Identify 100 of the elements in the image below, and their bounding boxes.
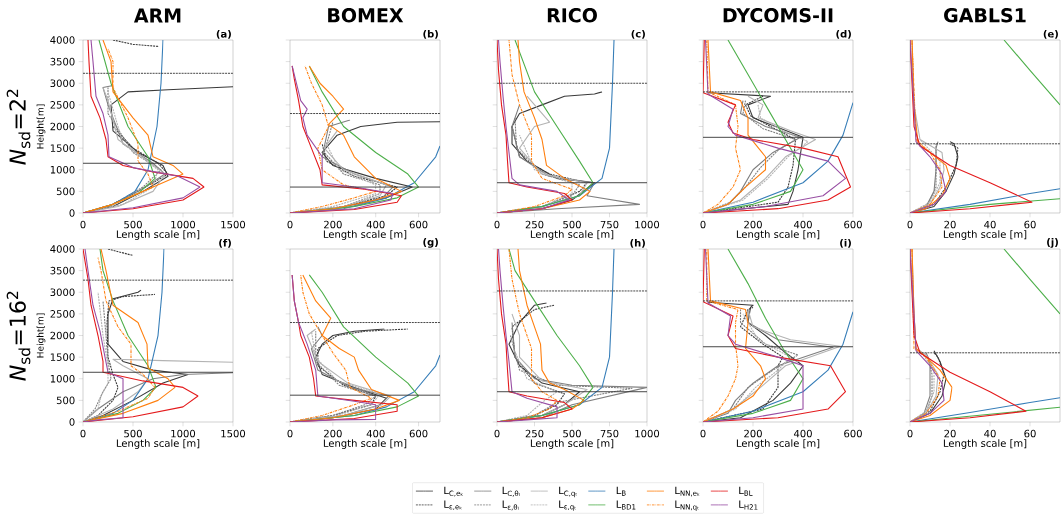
x-tick-label: 250: [525, 429, 544, 438]
x-tick-label: 60: [1024, 429, 1036, 438]
text: N$_{sd}$=16$^{2}$: [6, 291, 31, 381]
chart-title: BOMEX: [328, 8, 404, 23]
x-tick-label: 1500: [221, 220, 246, 229]
y-tick-label: 2500: [50, 310, 75, 318]
text: (b): [423, 29, 438, 39]
x-tick-label: 200: [744, 220, 762, 229]
x-axis-title: Length scale [m]: [943, 439, 1027, 449]
y-tick-label: 3000: [50, 288, 75, 297]
y-tick-label: 500: [56, 187, 75, 196]
text: N$_{sd}$=2$^{2}$: [6, 89, 31, 165]
x-tick-label: 60: [1024, 220, 1036, 229]
y-tick-label: 2000: [50, 331, 75, 340]
y-tick-label: 1000: [50, 374, 75, 383]
y-tick-label: 2500: [50, 101, 75, 109]
y-tick-label: 1500: [50, 144, 75, 152]
legend-label: L$_{ε,qₜ}$: [559, 500, 576, 511]
x-tick-label: 1000: [171, 220, 196, 229]
chart-title: DYCOMS-II: [723, 8, 833, 23]
x-tick-label: 200: [324, 429, 342, 438]
x-tick-label: 40: [984, 429, 996, 438]
text: (i): [840, 238, 851, 248]
x-tick-label: 20: [944, 429, 956, 438]
x-tick-label: 600: [844, 220, 862, 229]
legend-label: L$_{BD1}$: [616, 500, 636, 510]
y-tick-label: 500: [56, 396, 75, 405]
x-tick-label: 750: [600, 220, 619, 229]
x-tick-label: 0: [287, 220, 293, 229]
x-tick-label: 0: [80, 220, 86, 229]
x-tick-label: 0: [907, 220, 913, 229]
x-tick-label: 500: [124, 429, 142, 438]
x-axis-title: Length scale [m]: [323, 439, 407, 449]
x-axis-title: Length scale [m]: [943, 230, 1027, 240]
y-tick-label: 4000: [50, 36, 75, 44]
x-tick-label: 0: [700, 429, 706, 438]
x-axis-title: Length scale [m]: [736, 230, 820, 240]
text: (g): [423, 238, 438, 248]
legend-label: L$_{C,θₗ}$: [502, 486, 520, 497]
x-tick-label: 500: [563, 220, 581, 229]
x-tick-label: 600: [409, 429, 428, 438]
x-tick-label: 500: [563, 429, 581, 438]
text: (e): [1043, 29, 1058, 39]
text: (h): [630, 238, 645, 248]
x-tick-label: 500: [124, 220, 142, 229]
x-tick-label: 1500: [221, 429, 246, 438]
x-tick-label: 200: [744, 429, 762, 438]
x-tick-label: 0: [494, 220, 500, 229]
y-tick-label: 3000: [50, 79, 75, 88]
x-axis-title: Length scale [m]: [530, 439, 614, 449]
x-tick-label: 40: [984, 220, 996, 229]
legend-label: L$_{C,qₜ}$: [559, 486, 577, 498]
legend-label: L$_{B}$: [616, 486, 626, 496]
text: (j): [1047, 238, 1058, 248]
x-tick-label: 250: [525, 220, 544, 229]
text: (d): [836, 29, 851, 39]
x-tick-label: 1000: [635, 429, 660, 438]
x-tick-label: 0: [80, 429, 86, 438]
x-tick-label: 0: [700, 220, 706, 229]
x-tick-label: 400: [366, 220, 385, 229]
text: (c): [631, 29, 645, 39]
x-tick-label: 400: [793, 220, 812, 229]
x-axis-title: Length scale [m]: [116, 230, 200, 240]
x-axis-title: Length scale [m]: [530, 230, 614, 240]
x-tick-label: 600: [844, 429, 862, 438]
x-tick-label: 0: [287, 429, 293, 438]
y-tick-label: 3500: [50, 266, 75, 275]
x-tick-label: 750: [600, 429, 619, 438]
text: (a): [216, 29, 231, 39]
x-tick-label: 1000: [635, 220, 660, 229]
y-tick-label: 1000: [50, 165, 75, 174]
x-tick-label: 200: [324, 220, 342, 229]
chart-title: GABLS1: [944, 8, 1026, 23]
x-axis-title: Length scale [m]: [736, 439, 820, 449]
y-axis-title: Height[m]: [36, 313, 46, 358]
y-tick-label: 1500: [50, 353, 75, 361]
y-axis-title: Height[m]: [36, 104, 46, 149]
y-tick-label: 3500: [50, 57, 75, 66]
y-tick-label: 0: [69, 209, 75, 217]
legend-label: L$_{C,eₖ}$: [444, 486, 463, 497]
chart-title: ARM: [133, 8, 181, 23]
legend-label: L$_{NN,qₜ}$: [675, 500, 699, 511]
legend-label: L$_{ε,eₖ}$: [444, 500, 462, 511]
legend-label: L$_{NN,eₖ}$: [675, 486, 700, 497]
legend-label: L$_{BL}$: [739, 486, 753, 496]
legend-label: L$_{H21}$: [739, 500, 758, 510]
x-tick-label: 1000: [171, 429, 196, 438]
text: (f): [219, 238, 231, 248]
x-tick-label: 0: [907, 429, 913, 438]
legend-label: L$_{ε,θₗ}$: [502, 500, 519, 511]
x-tick-label: 600: [409, 220, 428, 229]
x-tick-label: 20: [944, 220, 956, 229]
x-tick-label: 400: [793, 429, 812, 438]
x-tick-label: 0: [494, 429, 500, 438]
x-axis-title: Length scale [m]: [323, 230, 407, 240]
y-tick-label: 0: [69, 418, 75, 426]
y-tick-label: 2000: [50, 122, 75, 131]
x-tick-label: 400: [366, 429, 385, 438]
chart-title: RICO: [547, 8, 597, 23]
x-axis-title: Length scale [m]: [116, 439, 200, 449]
